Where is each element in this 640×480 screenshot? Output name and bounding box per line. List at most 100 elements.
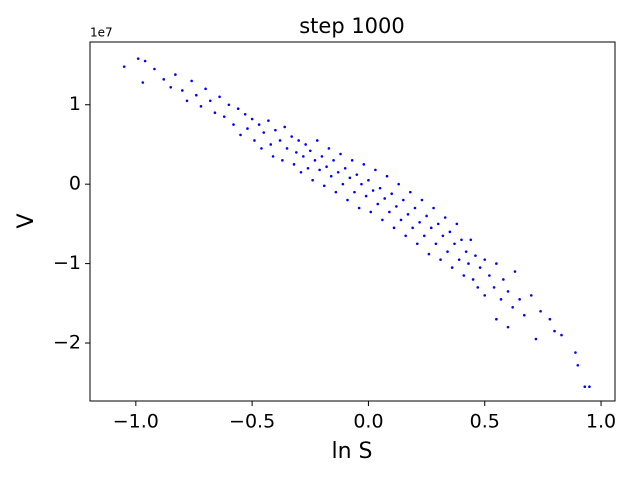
scatter-point bbox=[460, 238, 463, 242]
scatter-point bbox=[406, 213, 410, 216]
scatter-point bbox=[397, 182, 400, 186]
scatter-point bbox=[574, 351, 577, 354]
scatter-point bbox=[285, 147, 289, 150]
scatter-point bbox=[302, 155, 305, 158]
scatter-point bbox=[371, 189, 375, 192]
scatter-point bbox=[169, 85, 173, 89]
scatter-point bbox=[478, 266, 482, 269]
scatter-point bbox=[308, 149, 312, 153]
scatter-point bbox=[297, 139, 300, 142]
scatter-point bbox=[350, 159, 354, 162]
scatter-point bbox=[560, 333, 563, 337]
scatter-point bbox=[388, 210, 391, 214]
scatter-point bbox=[367, 178, 370, 182]
scatter-point bbox=[143, 59, 147, 63]
scatter-point bbox=[432, 206, 435, 210]
y-tick-label: 0 bbox=[69, 173, 81, 195]
scatter-point bbox=[492, 286, 496, 289]
scatter-point bbox=[153, 67, 156, 71]
scatter-point bbox=[457, 258, 461, 261]
scatter-point bbox=[195, 93, 198, 97]
y-tick-label: −2 bbox=[53, 332, 81, 354]
scatter-point bbox=[439, 258, 442, 261]
scatter-point bbox=[204, 87, 207, 91]
scatter-point bbox=[455, 222, 459, 226]
scatter-point bbox=[427, 252, 431, 256]
scatter-point bbox=[141, 81, 145, 84]
scatter-point bbox=[260, 147, 263, 150]
scatter-point bbox=[346, 198, 349, 202]
scatter-point bbox=[357, 206, 361, 210]
scatter-point bbox=[443, 216, 447, 219]
scatter-point bbox=[174, 73, 177, 76]
scatter-point bbox=[325, 165, 328, 168]
scatter-point bbox=[381, 218, 384, 222]
scatter-point bbox=[453, 242, 456, 246]
scatter-point bbox=[369, 210, 373, 214]
scatter-point bbox=[474, 254, 477, 257]
scatter-point bbox=[246, 127, 249, 130]
scatter-point bbox=[483, 294, 487, 297]
scatter-point bbox=[327, 147, 331, 150]
scatter-point bbox=[376, 202, 380, 206]
scatter-point bbox=[313, 159, 317, 162]
scatter-point bbox=[548, 317, 552, 321]
scatter-point bbox=[415, 242, 419, 246]
scatter-point bbox=[162, 78, 166, 81]
scatter-point bbox=[318, 168, 321, 172]
scatter-point bbox=[390, 192, 393, 196]
scatter-point bbox=[218, 95, 221, 99]
scatter-point bbox=[576, 363, 580, 367]
scatter-point bbox=[353, 190, 356, 194]
scatter-point bbox=[355, 173, 359, 176]
scatter-point bbox=[295, 151, 298, 154]
scatter-point bbox=[339, 152, 342, 156]
scatter-point bbox=[495, 317, 498, 321]
scatter-point bbox=[320, 155, 324, 158]
scatter-point bbox=[243, 112, 247, 116]
x-tick-label: −1.0 bbox=[113, 411, 159, 433]
scatter-point bbox=[364, 194, 368, 198]
scatter-point bbox=[311, 178, 314, 182]
scatter-point bbox=[304, 143, 307, 146]
scatter-point bbox=[506, 290, 510, 293]
scatter-point bbox=[483, 258, 487, 261]
scatter-point bbox=[322, 184, 326, 188]
scatter-point bbox=[418, 220, 421, 224]
scatter-point bbox=[360, 182, 363, 186]
scatter-point bbox=[281, 159, 284, 162]
scatter-point bbox=[315, 139, 319, 142]
scatter-point bbox=[469, 238, 473, 242]
scatter-point bbox=[434, 242, 438, 246]
scatter-point bbox=[395, 205, 398, 208]
scatter-point bbox=[341, 182, 345, 186]
scatter-point bbox=[343, 166, 347, 170]
scatter-point bbox=[122, 65, 126, 68]
scatter-point bbox=[399, 218, 403, 222]
scatter-point bbox=[190, 79, 193, 83]
scatter-point bbox=[271, 155, 275, 158]
scatter-point bbox=[236, 107, 240, 111]
scatter-point bbox=[383, 197, 387, 200]
scatter-point bbox=[269, 143, 273, 146]
scatter-point bbox=[274, 128, 277, 132]
scatter-point bbox=[283, 125, 286, 129]
scatter-point bbox=[450, 266, 454, 269]
scatter-point bbox=[488, 274, 491, 277]
scatter-point bbox=[502, 278, 505, 281]
y-tick-label: −1 bbox=[53, 252, 81, 274]
scatter-point bbox=[409, 190, 412, 194]
scatter-point bbox=[136, 57, 140, 60]
scatter-point bbox=[227, 103, 231, 107]
scatter-point bbox=[208, 99, 212, 103]
scatter-point bbox=[374, 168, 377, 172]
scatter-point bbox=[446, 250, 449, 253]
chart-title: step 1000 bbox=[299, 14, 405, 38]
x-tick-label: −0.5 bbox=[229, 411, 275, 433]
scatter-point bbox=[199, 105, 203, 108]
scatter-point bbox=[329, 174, 333, 178]
x-tick-label: 1.0 bbox=[586, 411, 616, 433]
scatter-point bbox=[278, 139, 282, 142]
scatter-point bbox=[422, 234, 426, 238]
